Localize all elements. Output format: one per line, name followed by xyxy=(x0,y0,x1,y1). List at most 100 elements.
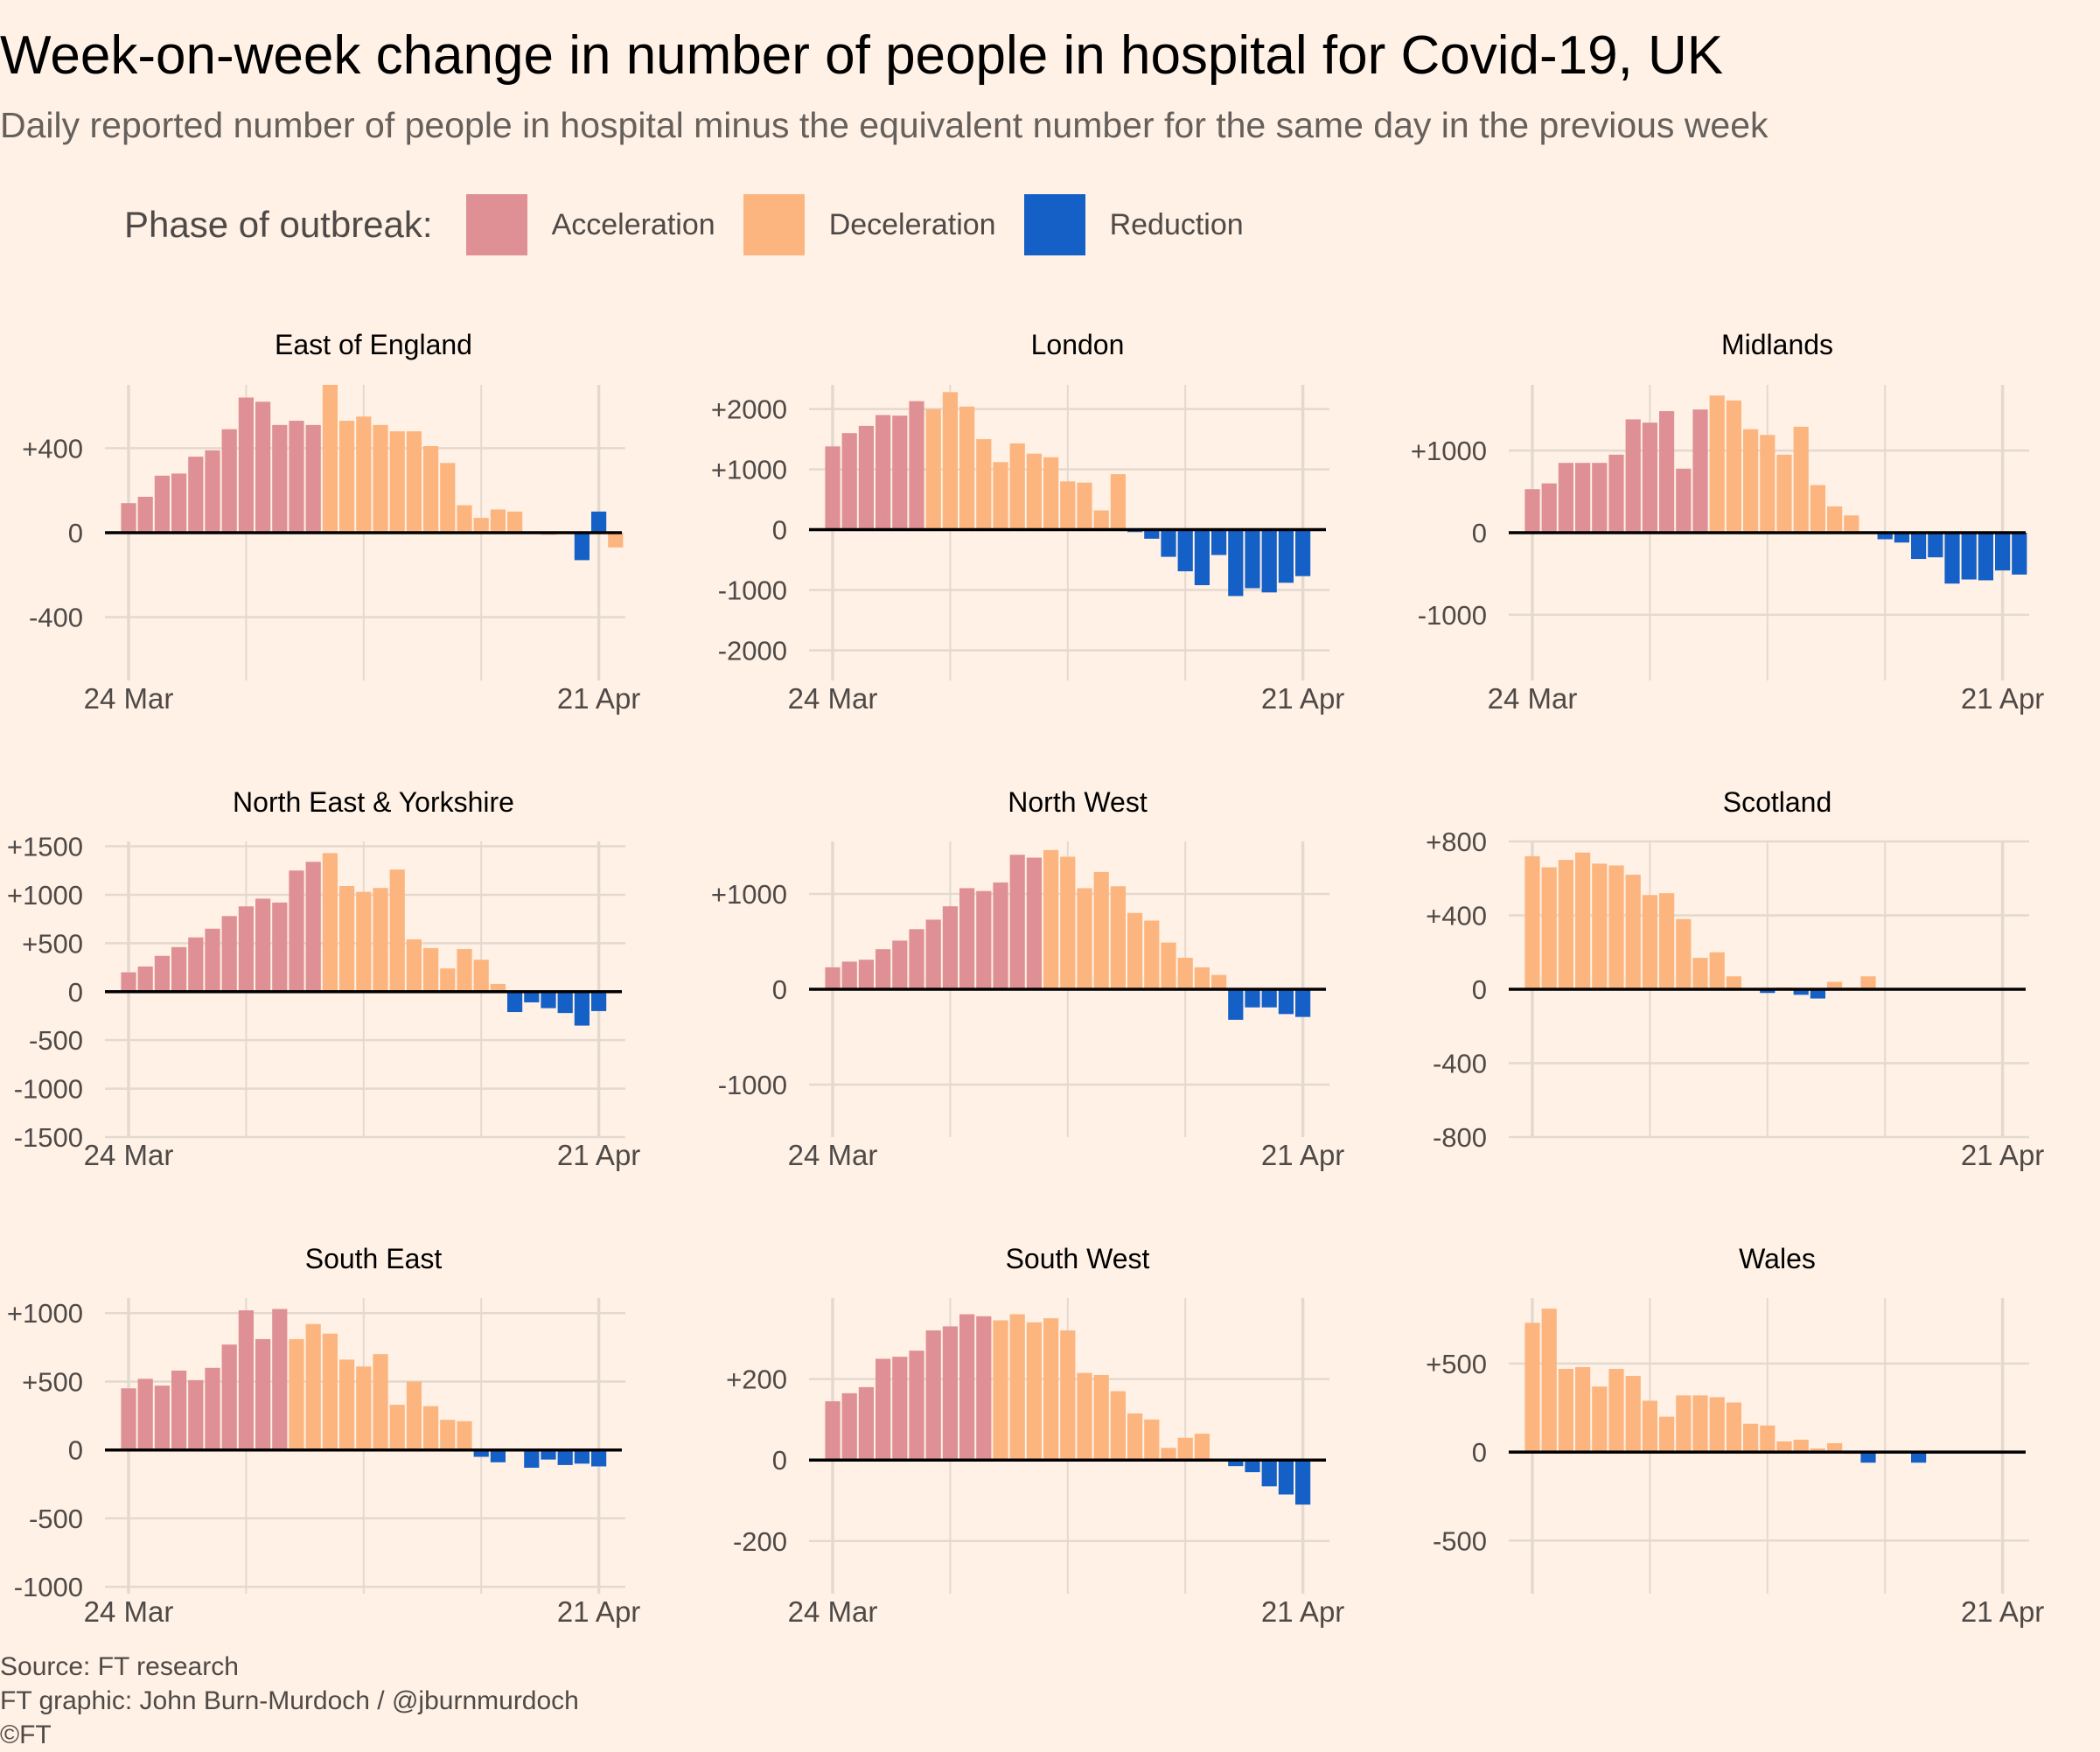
bar xyxy=(1110,886,1126,989)
bar xyxy=(1541,483,1557,533)
legend-item-reduction: Reduction xyxy=(1023,194,1244,255)
bar xyxy=(1026,1322,1042,1461)
bar xyxy=(356,891,372,992)
bar xyxy=(221,429,237,533)
bar xyxy=(942,1326,958,1461)
x-tick-label: 24 Mar xyxy=(84,1139,174,1171)
bar xyxy=(1558,463,1573,533)
bar xyxy=(959,406,975,530)
bar xyxy=(1709,952,1725,989)
bar xyxy=(1860,976,1876,989)
legend: Phase of outbreak: Acceleration Decelera… xyxy=(124,194,1272,255)
bar xyxy=(942,906,958,989)
x-tick-label: 24 Mar xyxy=(788,682,878,715)
source-note: Source: FT research xyxy=(0,1652,239,1681)
bar xyxy=(1524,489,1540,533)
small-multiples-chart: -400 0 +400 East of England 24 Mar 21 Apr -200… xyxy=(7,329,2044,1628)
y-tick-label: +400 xyxy=(1426,901,1487,932)
bar xyxy=(238,906,254,992)
bar xyxy=(825,967,841,989)
bar xyxy=(1793,989,1809,995)
bar xyxy=(591,1449,607,1467)
bar xyxy=(1659,893,1675,989)
bar xyxy=(289,421,304,533)
panel-title-south-west: South West xyxy=(1006,1243,1150,1274)
bar xyxy=(440,968,456,992)
y-tick-label: +200 xyxy=(726,1365,787,1395)
y-tick-label: 0 xyxy=(1472,518,1487,548)
bar xyxy=(1127,1413,1143,1461)
bar xyxy=(389,869,405,992)
bar xyxy=(406,1381,422,1450)
bar xyxy=(440,1420,456,1450)
bar xyxy=(1608,1368,1624,1453)
bar xyxy=(993,462,1008,530)
bar xyxy=(1161,1448,1176,1461)
panel-title-london: London xyxy=(1031,329,1125,360)
bar xyxy=(1026,453,1042,530)
bar xyxy=(1692,409,1708,533)
bar xyxy=(322,853,338,992)
bar xyxy=(557,1449,573,1465)
bar xyxy=(221,916,237,992)
panel-title-scotland: Scotland xyxy=(1723,786,1832,818)
bar xyxy=(1261,989,1277,1008)
y-tick-label: -1500 xyxy=(14,1122,83,1153)
bar xyxy=(1261,529,1277,593)
bar xyxy=(1760,435,1776,533)
bar xyxy=(1541,1309,1557,1453)
bar xyxy=(272,424,288,533)
y-tick-label: 0 xyxy=(772,1445,787,1476)
x-tick-label: 21 Apr xyxy=(557,1595,640,1628)
x-tick-label: 21 Apr xyxy=(1261,1139,1344,1171)
x-tick-label: 21 Apr xyxy=(1961,1139,2044,1171)
bar xyxy=(1692,958,1708,989)
bar xyxy=(2012,533,2027,575)
chart-title: Week-on-week change in number of people … xyxy=(0,25,1724,86)
bar xyxy=(608,533,624,548)
bar xyxy=(1911,533,1927,560)
y-tick-label: 0 xyxy=(1472,1437,1487,1468)
y-tick-label: -1000 xyxy=(1418,600,1487,631)
bar xyxy=(976,439,992,530)
bar xyxy=(591,511,607,533)
y-tick-label: -1000 xyxy=(718,576,787,606)
bar xyxy=(457,1420,472,1450)
bar xyxy=(524,1449,540,1469)
bar xyxy=(1894,533,1909,543)
bar xyxy=(137,1379,153,1450)
bar xyxy=(909,401,924,530)
bar xyxy=(356,1366,372,1450)
bar xyxy=(1524,855,1540,989)
bar xyxy=(1295,529,1311,576)
bar xyxy=(305,1323,321,1450)
bar xyxy=(373,424,388,533)
bar xyxy=(490,1449,506,1462)
bar xyxy=(1726,976,1741,989)
bar xyxy=(591,991,607,1011)
bar xyxy=(858,960,874,989)
bar xyxy=(1060,1330,1076,1461)
bar xyxy=(574,533,590,561)
bar xyxy=(507,511,523,533)
bar xyxy=(1709,1397,1725,1453)
bar xyxy=(1995,533,2011,571)
bar xyxy=(1245,529,1260,589)
legend-swatch-acceleration xyxy=(465,194,527,255)
bar xyxy=(339,885,355,992)
bar xyxy=(1009,855,1025,989)
bar xyxy=(1093,510,1109,530)
bar xyxy=(541,991,556,1009)
bar xyxy=(238,1310,254,1450)
bar xyxy=(1278,989,1294,1015)
bar xyxy=(841,961,857,989)
bar xyxy=(1676,468,1692,533)
x-tick-label: 24 Mar xyxy=(84,1595,174,1628)
y-tick-label: +1000 xyxy=(711,879,787,910)
bar xyxy=(1077,1372,1092,1461)
bar xyxy=(1144,529,1160,539)
bar xyxy=(976,1316,992,1461)
bar xyxy=(1726,1402,1741,1453)
bar xyxy=(188,937,204,992)
bar xyxy=(1692,1395,1708,1453)
